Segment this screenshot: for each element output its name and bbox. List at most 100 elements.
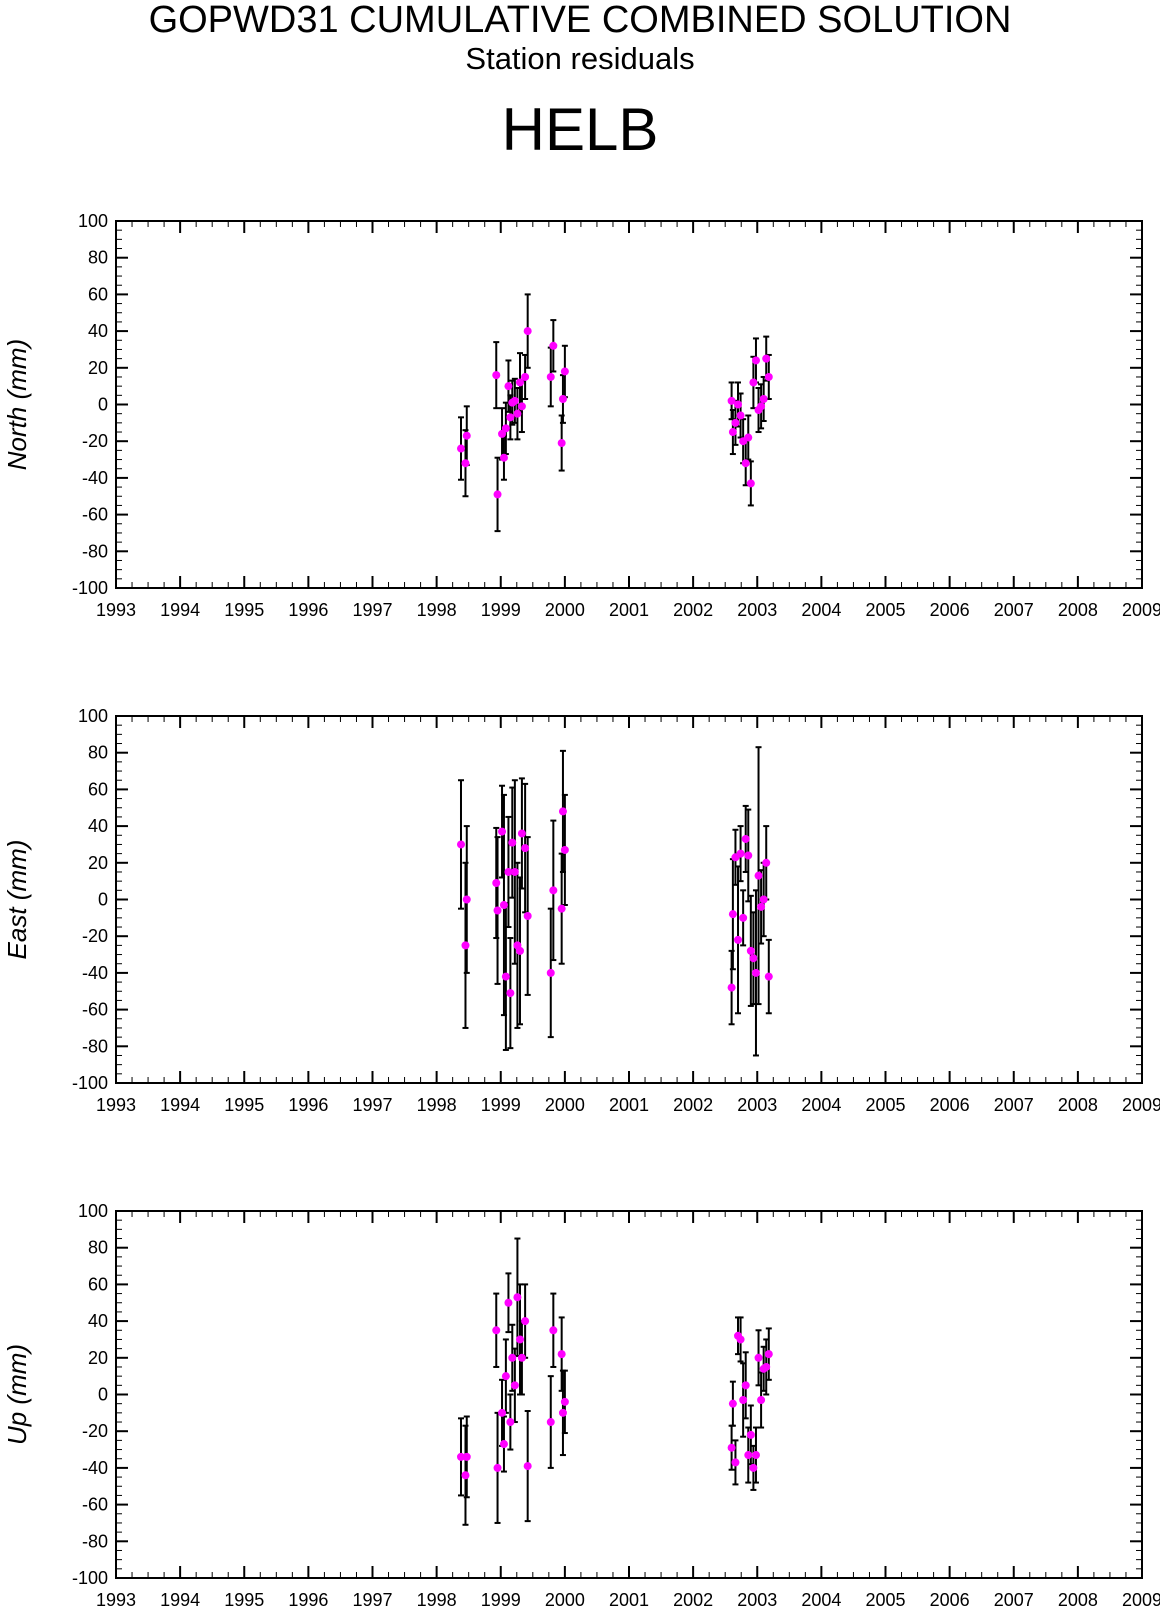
x-tick-label: 2006 xyxy=(930,1095,970,1115)
x-tick-label: 2003 xyxy=(737,600,777,620)
data-point xyxy=(546,1418,555,1427)
data-point xyxy=(762,354,771,363)
y-tick-label: -80 xyxy=(82,1531,108,1551)
data-point xyxy=(757,402,766,411)
y-tick-label: 60 xyxy=(88,1274,108,1294)
plot-panel-3: 1993 1994 1995 1996 1997 1998 1999 2000 2001 2002… xyxy=(2,1201,1160,1610)
plot-panel-1: 1993 1994 1995 1996 1997 1998 1999 2000 2001 2002… xyxy=(2,211,1160,620)
chart-subtitle: Station residuals xyxy=(465,41,695,76)
data-point xyxy=(560,367,569,376)
data-point xyxy=(508,838,517,847)
data-point xyxy=(492,1326,501,1335)
data-point xyxy=(501,1372,510,1381)
data-point xyxy=(521,1317,530,1326)
y-tick-label: -20 xyxy=(82,926,108,946)
x-tick-label: 1994 xyxy=(160,1590,200,1610)
data-point xyxy=(731,1458,740,1467)
data-point xyxy=(521,372,530,381)
x-tick-label: 2005 xyxy=(865,600,905,620)
y-tick-label: 100 xyxy=(78,211,108,231)
x-tick-label: 1993 xyxy=(96,600,136,620)
x-tick-label: 2005 xyxy=(865,1095,905,1115)
data-point xyxy=(736,849,745,858)
y-tick-label: -60 xyxy=(82,1495,108,1515)
x-tick-label: 2002 xyxy=(673,1590,713,1610)
data-point xyxy=(523,1462,532,1471)
x-tick-label: 2008 xyxy=(1058,1095,1098,1115)
y-tick-label: 20 xyxy=(88,1348,108,1368)
data-point xyxy=(492,371,501,380)
data-point xyxy=(549,341,558,350)
data-point xyxy=(510,1381,519,1390)
data-point xyxy=(762,1362,771,1371)
data-point xyxy=(546,372,555,381)
y-tick-label: 80 xyxy=(88,1238,108,1258)
data-point xyxy=(499,453,508,462)
data-point xyxy=(558,1408,567,1417)
data-point xyxy=(731,418,740,427)
x-tick-label: 2007 xyxy=(994,1590,1034,1610)
y-tick-label: 60 xyxy=(88,779,108,799)
data-point xyxy=(741,459,750,468)
x-tick-label: 1994 xyxy=(160,1095,200,1115)
data-point xyxy=(727,1443,736,1452)
data-point xyxy=(506,413,515,422)
x-tick-label: 1994 xyxy=(160,600,200,620)
data-point xyxy=(461,459,470,468)
data-point xyxy=(515,946,524,955)
data-point xyxy=(456,1452,465,1461)
data-point xyxy=(517,402,526,411)
data-point xyxy=(499,901,508,910)
data-point xyxy=(757,902,766,911)
data-point xyxy=(764,972,773,981)
data-point xyxy=(749,378,758,387)
x-tick-label: 2009 xyxy=(1122,1590,1160,1610)
data-point xyxy=(741,1381,750,1390)
y-tick-label: 80 xyxy=(88,743,108,763)
data-point xyxy=(501,972,510,981)
data-point xyxy=(517,1353,526,1362)
x-tick-label: 1998 xyxy=(417,1095,457,1115)
data-point xyxy=(517,829,526,838)
y-tick-label: -100 xyxy=(72,1073,108,1093)
data-point xyxy=(549,1326,558,1335)
y-tick-label: -100 xyxy=(72,578,108,598)
x-tick-label: 2003 xyxy=(737,1095,777,1115)
x-tick-label: 1995 xyxy=(224,600,264,620)
x-tick-label: 2004 xyxy=(801,1590,841,1610)
y-axis-label: East (mm) xyxy=(2,840,32,960)
x-tick-label: 2004 xyxy=(801,1095,841,1115)
data-point xyxy=(746,1430,755,1439)
x-tick-label: 2006 xyxy=(930,600,970,620)
plot-frame xyxy=(115,220,1143,589)
data-point xyxy=(501,424,510,433)
data-point xyxy=(521,844,530,853)
x-tick-label: 2006 xyxy=(930,1590,970,1610)
y-tick-label: 40 xyxy=(88,816,108,836)
data-point xyxy=(751,356,760,365)
y-tick-label: 80 xyxy=(88,248,108,268)
x-tick-label: 2001 xyxy=(609,600,649,620)
x-tick-label: 2005 xyxy=(865,1590,905,1610)
data-point xyxy=(557,1350,566,1359)
y-axis-label: North (mm) xyxy=(2,339,32,470)
y-tick-label: -80 xyxy=(82,541,108,561)
chart-title: GOPWD31 CUMULATIVE COMBINED SOLUTION xyxy=(148,0,1012,41)
x-tick-label: 1993 xyxy=(96,1590,136,1610)
x-tick-label: 1997 xyxy=(352,1095,392,1115)
plot-frame xyxy=(115,1210,1143,1579)
y-tick-label: -40 xyxy=(82,963,108,983)
data-point xyxy=(523,912,532,921)
data-point xyxy=(728,1399,737,1408)
station-name: HELB xyxy=(501,96,659,163)
x-tick-label: 1996 xyxy=(288,1590,328,1610)
x-tick-label: 2002 xyxy=(673,1095,713,1115)
data-point xyxy=(727,983,736,992)
data-point xyxy=(508,1353,517,1362)
y-tick-label: -20 xyxy=(82,1421,108,1441)
data-point xyxy=(754,1353,763,1362)
x-tick-label: 1999 xyxy=(481,1590,521,1610)
data-point xyxy=(558,394,567,403)
data-point xyxy=(744,433,753,442)
